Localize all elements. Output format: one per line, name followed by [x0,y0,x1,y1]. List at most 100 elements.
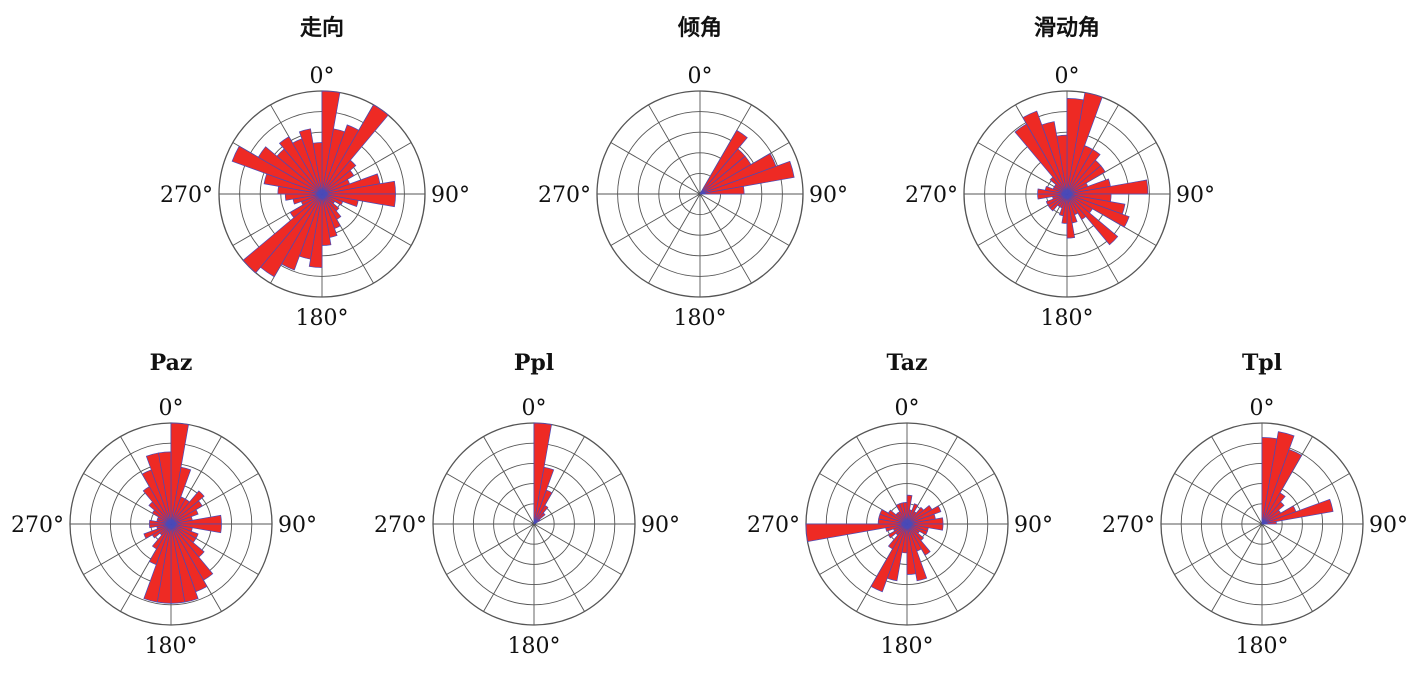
rose-petal [1066,165,1106,195]
rose-petal [887,523,908,550]
rose-panel: 走向 0° 90° 180° 270° [160,15,470,331]
panel-title: 倾角 [677,15,722,41]
grid-spoke [483,523,535,612]
angle-tick-label: 0° [688,64,713,89]
panel-title: Paz [150,350,193,376]
angle-tick-label: 270° [905,183,958,208]
grid-spoke [610,193,701,246]
rose-petal [158,451,172,525]
grid-spoke [648,193,701,284]
rose-petal [298,128,323,195]
rose-petal [1056,134,1068,195]
angle-tick-label: 0° [522,396,547,421]
grid-spoke [977,142,1068,195]
angle-tick-label: 270° [11,513,64,538]
rose-petal [1066,193,1130,228]
rose-petal [1261,431,1295,525]
angle-tick-label: 180° [508,634,561,659]
rose-panel: Paz 0° 90° 180° 270° [11,350,317,659]
rose-panel: Tpl 0° 90° 180° 270° [1102,350,1408,659]
angle-tick-label: 180° [296,306,349,331]
rose-petal [289,193,323,219]
rose-petal [242,193,323,274]
rose-petal [257,146,323,195]
rose-petal [699,129,748,195]
rose-petal [1066,92,1103,195]
angle-tick-label: 180° [145,634,198,659]
panel-title: 滑动角 [1034,15,1100,41]
rose-petal [902,502,908,525]
rose-petal [906,505,942,525]
rose-petal [321,169,355,195]
rose-petal [1261,498,1334,525]
rose-petal [170,509,199,525]
rose-panel: Ppl 0° 90° 180° 270° [374,350,680,659]
grid-spoke [483,436,535,525]
grid-spoke [1261,523,1313,612]
rose-petal [870,523,908,593]
rose-petal [1066,193,1087,220]
grid-spoke [1211,523,1263,612]
rose-petal [699,185,745,195]
grid-spoke [1174,523,1263,575]
grid-spoke [533,523,622,575]
grid-spoke [1261,523,1350,575]
angle-tick-label: 270° [374,513,427,538]
grid-spoke [1015,193,1068,284]
angle-tick-label: 180° [1041,306,1094,331]
rose-petal [1066,179,1149,195]
angle-tick-label: 180° [674,306,727,331]
grid-spoke [533,473,622,525]
rose-panel: 倾角 0° 90° 180° 270° [538,15,848,331]
rose-petal [170,490,205,525]
panel-title: Taz [886,350,927,376]
grid-spoke [699,193,752,284]
panel-title: Tpl [1242,350,1282,376]
rose-petal [312,142,323,195]
rose-petal [321,104,389,195]
grid-spoke [446,473,535,525]
angle-tick-label: 0° [1055,64,1080,89]
angle-tick-label: 270° [747,513,800,538]
angle-tick-label: 90° [278,513,317,538]
angle-tick-label: 270° [160,183,213,208]
angle-tick-label: 90° [1369,513,1408,538]
rose-petal [1041,121,1068,195]
angle-tick-label: 90° [809,183,848,208]
rose-petal [321,159,357,195]
grid-spoke [699,193,790,246]
rose-panel: 滑动角 0° 90° 180° 270° [905,15,1215,331]
rose-petal [1066,193,1076,239]
rose-petal [1261,448,1303,525]
angle-tick-label: 0° [1250,396,1275,421]
rose-petal [148,523,172,566]
rose-petal [1022,110,1068,195]
panel-title: Ppl [514,350,554,376]
panel-title: 走向 [300,15,344,41]
grid-spoke [1211,436,1263,525]
angle-tick-label: 90° [1176,183,1215,208]
rose-petal [1045,193,1068,206]
angle-tick-label: 0° [310,64,335,89]
rose-petal [887,523,908,539]
rose-petal [151,523,172,550]
angle-tick-label: 90° [1014,513,1053,538]
angle-tick-label: 90° [431,183,470,208]
rose-petal [906,523,928,582]
rose-petal [906,523,917,575]
rose-petal [1261,492,1286,525]
rose-petal [906,523,931,556]
grid-spoke [610,142,701,195]
angle-tick-label: 0° [159,396,184,421]
rose-petal [143,523,172,539]
angle-tick-label: 0° [895,396,920,421]
angle-tick-label: 180° [881,634,934,659]
rose-petal [278,136,323,195]
rose-petal [1261,521,1277,525]
grid-spoke [1174,473,1263,525]
grid-spoke [648,104,701,195]
rose-panel: Taz 0° 90° 180° 270° [747,350,1053,659]
grid-spoke [533,523,585,612]
rose-petal [533,518,541,525]
